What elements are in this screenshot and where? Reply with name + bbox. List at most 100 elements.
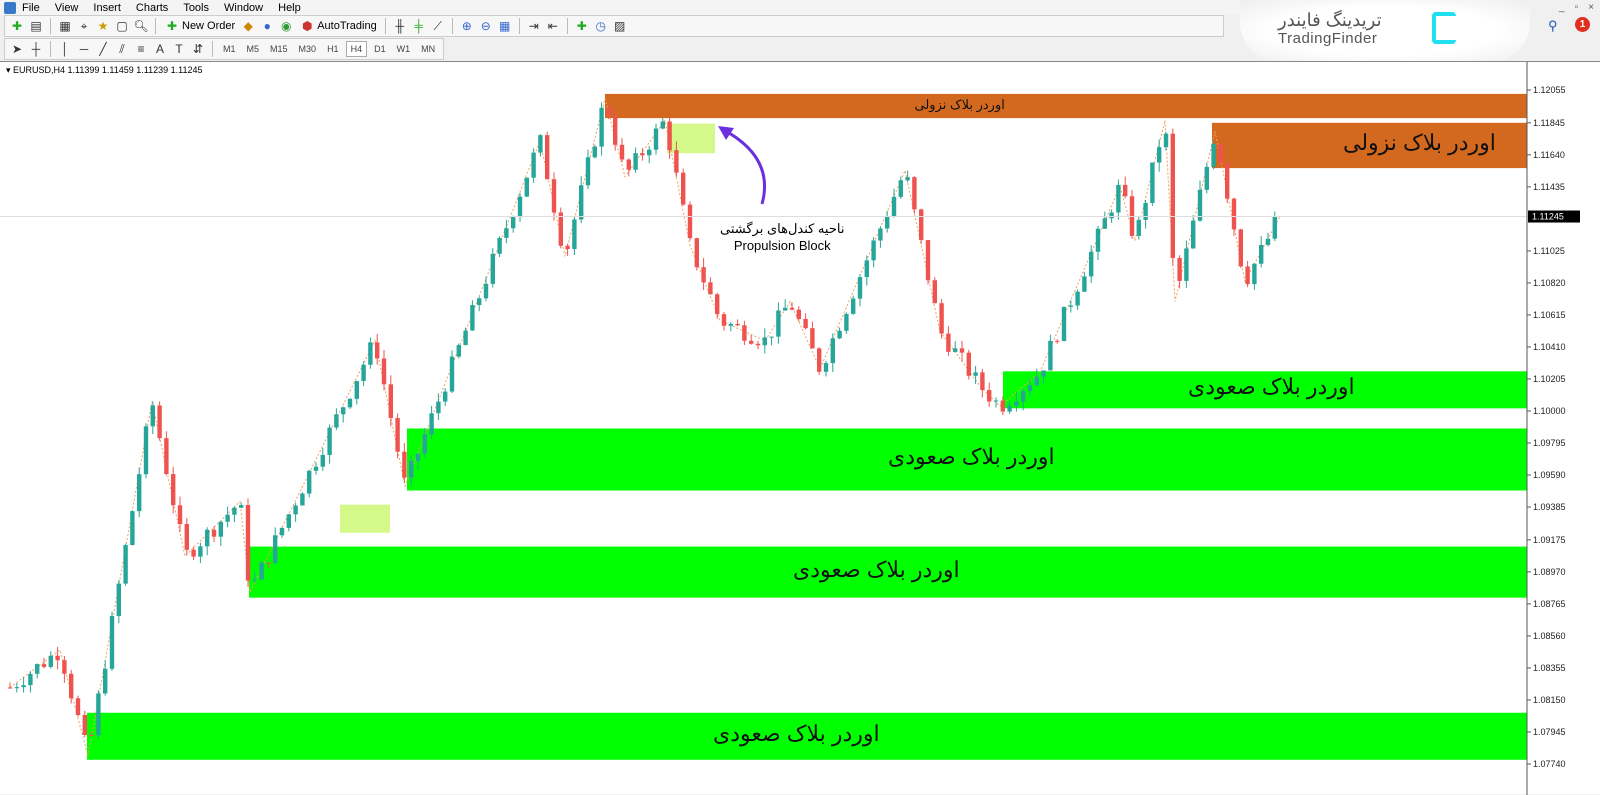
text-label-icon[interactable]: T — [175, 42, 183, 56]
candle-body — [198, 546, 203, 557]
timeframe-h1[interactable]: H1 — [327, 44, 339, 54]
templates-icon[interactable]: ▨ — [614, 19, 626, 33]
profiles-icon[interactable]: ▤ — [30, 19, 42, 33]
menu-window[interactable]: Window — [224, 1, 264, 14]
candle-body — [721, 314, 727, 326]
periods-icon[interactable]: ◷ — [595, 19, 606, 33]
candle-body — [443, 391, 448, 402]
candle-body — [606, 107, 611, 117]
tester-icon[interactable]: 🔍︎ — [133, 19, 149, 33]
timeframe-mn[interactable]: MN — [421, 44, 436, 54]
tile-windows-icon[interactable]: ▦ — [499, 19, 511, 33]
candle-body — [137, 474, 142, 512]
candle-body — [307, 470, 312, 494]
chart-shift-icon[interactable]: ⇤ — [547, 19, 558, 33]
candlestick-icon[interactable]: ╪ — [414, 19, 423, 33]
crosshair-icon[interactable]: ┼ — [31, 42, 41, 56]
candle-body — [953, 348, 958, 352]
candle-body — [1082, 276, 1087, 292]
price-tick-label: 1.10410 — [1533, 342, 1566, 352]
candle-body — [218, 521, 223, 537]
candle-body — [273, 535, 278, 564]
cursor-icon[interactable]: ➤ — [11, 42, 23, 56]
fibonacci-icon[interactable]: ≡ — [137, 42, 145, 56]
menu-help[interactable]: Help — [278, 1, 301, 14]
candle-body — [1265, 238, 1271, 245]
menu-charts[interactable]: Charts — [135, 1, 169, 14]
notification-badge[interactable]: 1 — [1575, 17, 1590, 32]
candle-body — [551, 179, 557, 213]
bullish-zone — [87, 712, 1527, 760]
candle-body — [252, 579, 257, 581]
candle-body — [1157, 147, 1162, 163]
candle-body — [75, 698, 81, 716]
candle-body — [1021, 391, 1026, 402]
candle-body — [946, 333, 951, 352]
price-tick-label: 1.07740 — [1533, 759, 1566, 769]
line-chart-icon[interactable]: ⟋ — [433, 18, 442, 33]
signals-icon[interactable]: ◉ — [280, 19, 292, 33]
text-icon[interactable]: A — [155, 42, 164, 56]
channel-icon[interactable]: ⫽ — [119, 41, 125, 56]
candle-body — [381, 358, 387, 385]
timeframe-w1[interactable]: W1 — [396, 44, 411, 54]
price-tick-label: 1.08355 — [1533, 663, 1566, 673]
menu-tools[interactable]: Tools — [183, 1, 209, 14]
terminal-icon[interactable]: ▢ — [116, 19, 128, 33]
bearish-zone-label: اوردر بلاک نزولی — [1343, 130, 1496, 156]
vertical-line-icon[interactable]: │ — [61, 42, 69, 56]
zoom-in-icon[interactable]: ⊕ — [461, 19, 472, 33]
community-icon[interactable]: ● — [263, 19, 271, 33]
minimize-icon[interactable]: _ — [1559, 2, 1565, 13]
arrows-icon[interactable]: ⇵ — [192, 42, 204, 56]
candle-body — [184, 524, 189, 550]
candle-body — [449, 356, 455, 392]
candle-body — [565, 245, 570, 250]
bar-chart-icon[interactable]: ╫ — [395, 19, 404, 33]
timeframe-m1[interactable]: M1 — [223, 44, 236, 54]
search-icon[interactable]: ⚲ — [1548, 18, 1558, 33]
timeframe-d1[interactable]: D1 — [374, 44, 386, 54]
menu-file[interactable]: File — [22, 1, 40, 14]
bullish-zone-label: اوردر بلاک صعودی — [713, 720, 880, 746]
logo-mark — [1432, 12, 1456, 44]
trendline-icon[interactable]: ╱ — [99, 42, 107, 56]
bearish-zone — [1212, 122, 1527, 169]
candle-body — [103, 668, 108, 694]
auto-scroll-icon[interactable]: ⇥ — [528, 19, 539, 33]
restore-icon[interactable]: ▫ — [1574, 2, 1579, 13]
candle-body — [1048, 340, 1053, 371]
candle-body — [69, 673, 74, 699]
close-icon[interactable]: × — [1588, 2, 1594, 13]
candle-body — [1123, 184, 1128, 197]
timeframe-m5[interactable]: M5 — [246, 44, 260, 54]
candle-body — [1211, 143, 1216, 167]
autotrading-button[interactable]: ⬢ AutoTrading — [297, 18, 379, 34]
candle-body — [55, 655, 60, 661]
timeframe-h4[interactable]: H4 — [345, 41, 368, 57]
new-chart-icon[interactable]: ✚ — [11, 19, 23, 33]
data-window-icon[interactable]: ⌖ — [80, 18, 88, 33]
timeframe-m15[interactable]: M15 — [270, 44, 288, 54]
candle-body — [687, 204, 693, 239]
candle-body — [62, 660, 67, 674]
navigator-icon[interactable]: ★ — [97, 19, 109, 33]
zoom-out-icon[interactable]: ⊖ — [480, 19, 491, 33]
candle-body — [395, 417, 400, 452]
market-watch-icon[interactable]: ▦ — [59, 19, 71, 33]
menu-insert[interactable]: Insert — [93, 1, 121, 14]
candle-body — [211, 529, 217, 537]
chart-window[interactable]: 1.12055 1.11845 1.11640 1.11435 1.11025 1.108… — [0, 61, 1600, 795]
candle-body — [177, 505, 183, 525]
candle-body — [82, 715, 87, 735]
candle-body — [347, 398, 353, 408]
metaeditor-icon[interactable]: ◆ — [243, 19, 253, 33]
menu-view[interactable]: View — [54, 1, 79, 14]
candle-body — [993, 400, 999, 402]
new-order-button[interactable]: ✚ New Order — [162, 18, 237, 34]
timeframe-m30[interactable]: M30 — [298, 44, 317, 54]
candle-body — [857, 277, 863, 299]
candle-body — [286, 514, 291, 528]
indicators-icon[interactable]: ✚ — [576, 19, 587, 33]
horizontal-line-icon[interactable]: ─ — [79, 42, 89, 56]
